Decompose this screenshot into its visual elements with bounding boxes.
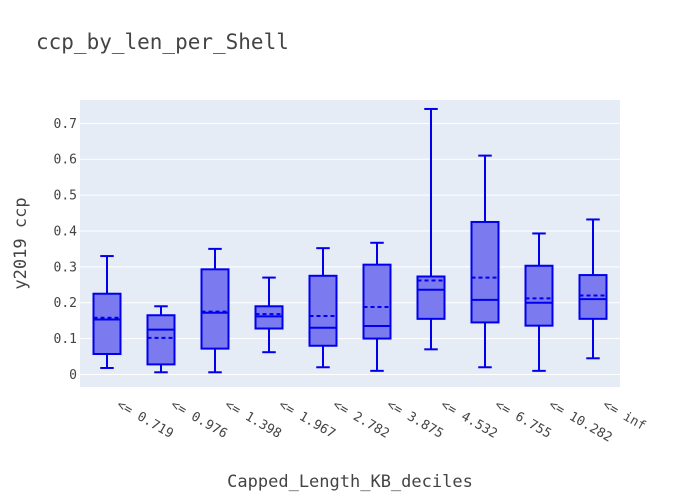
box-2 xyxy=(146,305,176,374)
x-axis-ticks: <= 0.719<= 0.976<= 1.398<= 1.967<= 2.782… xyxy=(114,397,648,445)
iqr-box xyxy=(470,220,500,324)
x-tick-label: <= 3.875 xyxy=(384,397,446,441)
iqr-box xyxy=(92,292,122,355)
box-5 xyxy=(308,247,338,369)
x-tick-label: <= 1.967 xyxy=(276,397,338,441)
chart-title: ccp_by_len_per_Shell xyxy=(36,30,289,54)
x-axis-title: Capped_Length_KB_deciles xyxy=(227,472,473,492)
box-8 xyxy=(470,154,500,369)
box-9 xyxy=(524,232,554,372)
y-axis-ticks: 0 0.1 0.2 0.3 0.4 0.5 0.6 0.7 xyxy=(54,117,78,383)
x-tick-label: <= 2.782 xyxy=(330,397,392,441)
box-6 xyxy=(362,241,392,372)
y-tick-label: 0.1 xyxy=(54,332,77,347)
iqr-box xyxy=(146,314,176,366)
boxes-layer xyxy=(92,107,608,374)
iqr-box xyxy=(362,263,392,340)
y-tick-label: 0.4 xyxy=(54,224,78,239)
y-tick-label: 0.5 xyxy=(54,189,77,204)
y-axis-title: y2019 ccp xyxy=(11,197,31,289)
y-tick-label: 0.3 xyxy=(54,260,77,275)
x-tick-label: <= 0.976 xyxy=(168,397,230,441)
iqr-box xyxy=(524,264,554,327)
iqr-box xyxy=(200,268,230,350)
iqr-box xyxy=(578,274,608,320)
box-4 xyxy=(254,276,284,354)
x-tick-label: <= 0.719 xyxy=(114,397,176,441)
iqr-box xyxy=(416,275,446,320)
box-3 xyxy=(200,247,230,374)
iqr-box xyxy=(308,274,338,347)
iqr-box xyxy=(254,305,284,330)
y-tick-label: 0.7 xyxy=(54,117,77,132)
x-tick-label: <= 6.755 xyxy=(492,397,554,441)
box-10 xyxy=(578,218,608,360)
y-tick-label: 0.2 xyxy=(54,296,77,311)
y-tick-label: 0.6 xyxy=(54,153,77,168)
x-tick-label: <= 4.532 xyxy=(438,397,500,441)
y-tick-label: 0 xyxy=(69,368,77,383)
box-1 xyxy=(92,255,122,369)
x-tick-label: <= 1.398 xyxy=(222,397,284,441)
box-7 xyxy=(416,107,446,351)
